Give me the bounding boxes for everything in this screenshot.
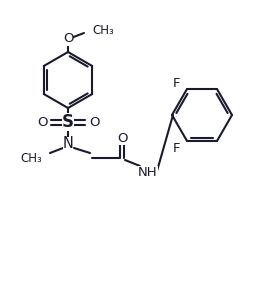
Text: S: S bbox=[62, 113, 74, 131]
Text: O: O bbox=[89, 115, 99, 128]
Text: CH₃: CH₃ bbox=[92, 24, 114, 37]
Text: N: N bbox=[63, 137, 74, 151]
Text: O: O bbox=[63, 32, 73, 46]
Text: CH₃: CH₃ bbox=[20, 153, 42, 166]
Text: O: O bbox=[117, 131, 127, 144]
Text: NH: NH bbox=[138, 166, 158, 179]
Text: F: F bbox=[173, 142, 181, 155]
Text: O: O bbox=[37, 115, 47, 128]
Text: F: F bbox=[172, 77, 180, 90]
